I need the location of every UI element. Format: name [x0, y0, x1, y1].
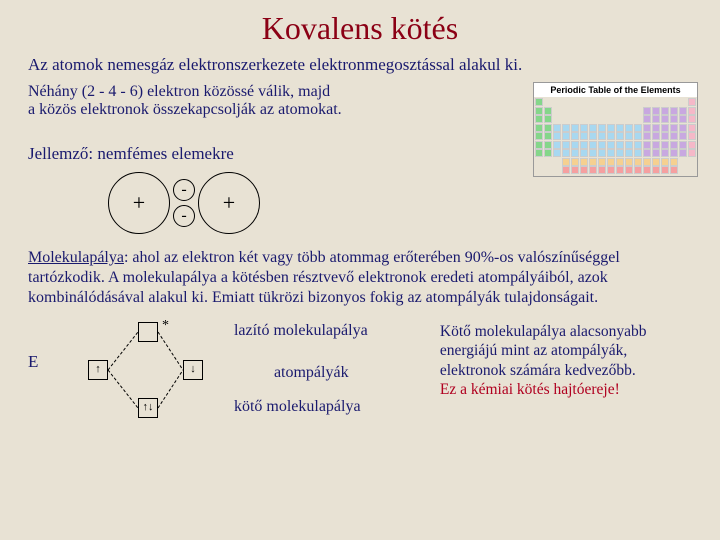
asterisk: *: [162, 318, 169, 334]
energy-diagram: E * ↑ ↓ ↑↓: [28, 322, 222, 422]
antibonding-orbital-box: [138, 322, 158, 342]
label-bonding: kötő molekulapálya: [234, 386, 428, 416]
arrow-updown-icon: ↑↓: [143, 403, 154, 413]
electron-1: -: [173, 179, 195, 201]
energy-label: E: [28, 352, 38, 372]
para1-line2: a közös elektronok összekapcsolják az at…: [28, 101, 342, 118]
label-antibonding: lazító molekulapálya: [234, 322, 428, 350]
label-atomic: atompályák: [234, 350, 428, 386]
periodic-table-grid: [534, 97, 697, 175]
atom-diagram: + - - +: [108, 172, 692, 234]
orbital-labels: lazító molekulapálya atompályák kötő mol…: [234, 322, 428, 416]
slide: Kovalens kötés Az atomok nemesgáz elektr…: [0, 0, 720, 540]
slide-title: Kovalens kötés: [28, 10, 692, 47]
bonding-orbital-box: ↑↓: [138, 398, 158, 418]
side-explanation: Kötő molekulapálya alacsonyabb energiájú…: [440, 322, 692, 400]
energy-section: E * ↑ ↓ ↑↓ lazító molekulapálya atompály…: [28, 322, 692, 422]
subtitle: Az atomok nemesgáz elektronszerkezete el…: [28, 55, 692, 75]
side-text-2: Ez a kémiai kötés hajtóereje!: [440, 380, 692, 399]
periodic-table-title: Periodic Table of the Elements: [534, 83, 697, 97]
arrow-down-icon: ↓: [190, 365, 196, 375]
intro-paragraph: Néhány (2 - 4 - 6) elektron közössé váli…: [28, 83, 428, 119]
arrow-up-icon: ↑: [95, 365, 101, 375]
atomic-orbital-box-1: ↑: [88, 360, 108, 380]
atomic-orbital-box-2: ↓: [183, 360, 203, 380]
nucleus-1: +: [108, 172, 170, 234]
side-text-1: Kötő molekulapálya alacsonyabb energiájú…: [440, 322, 692, 380]
para1-line1: Néhány (2 - 4 - 6) elektron közössé váli…: [28, 83, 330, 100]
electron-2: -: [173, 205, 195, 227]
shared-electrons: - -: [173, 179, 195, 227]
periodic-table: Periodic Table of the Elements: [533, 82, 698, 177]
molecular-orbital-paragraph: Molekulapálya: ahol az elektron két vagy…: [28, 248, 692, 308]
nucleus-2: +: [198, 172, 260, 234]
